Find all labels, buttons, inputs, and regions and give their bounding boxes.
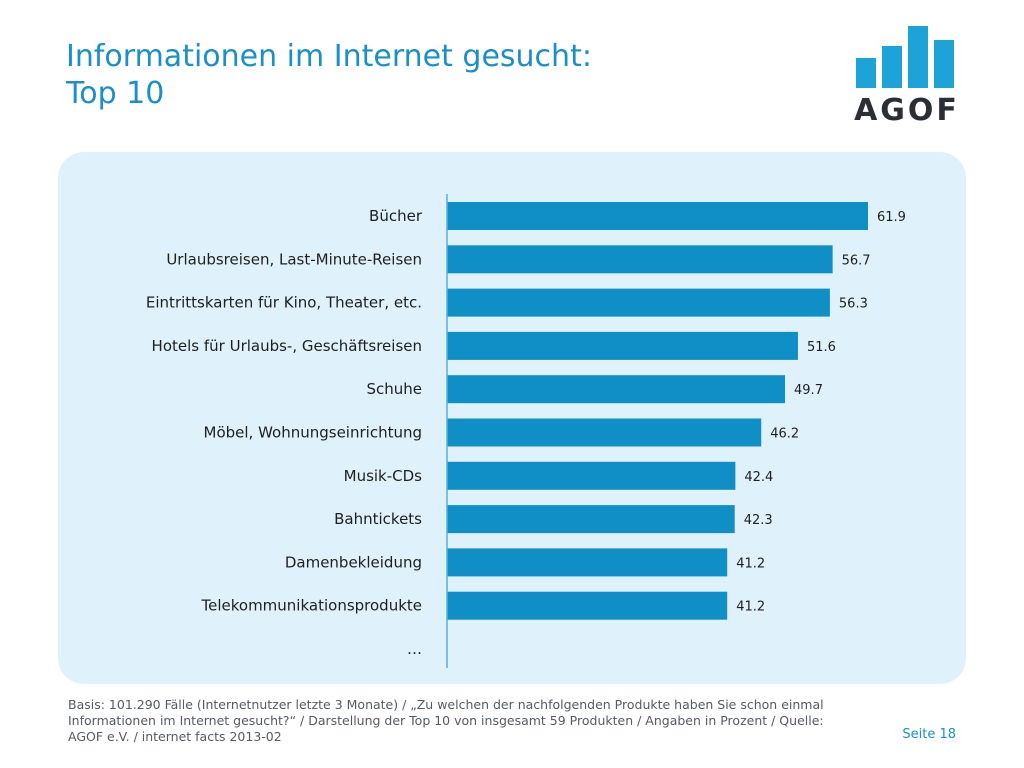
category-label: Bücher — [369, 207, 423, 225]
page-number: Seite 18 — [902, 727, 956, 742]
agof-logo-bars — [856, 26, 954, 88]
value-label: 42.4 — [744, 470, 773, 485]
category-label: Eintrittskarten für Kino, Theater, etc. — [146, 294, 422, 312]
bar — [447, 548, 728, 577]
value-label: 46.2 — [770, 427, 799, 442]
page-title: Informationen im Internet gesucht: Top 1… — [66, 39, 592, 111]
value-label: 42.3 — [744, 513, 773, 528]
category-label: Telekommunikationsprodukte — [201, 597, 423, 615]
bar — [447, 245, 833, 274]
bar — [447, 505, 735, 534]
category-label: … — [407, 640, 422, 658]
bar-chart: Bücher Urlaubsreisen, Last-Minute-Reisen E… — [146, 194, 906, 668]
bar — [447, 418, 762, 447]
agof-logo: AGOF — [852, 22, 962, 127]
value-label: 49.7 — [794, 383, 823, 398]
agof-logo-text: AGOF — [854, 93, 960, 128]
category-labels: Bücher Urlaubsreisen, Last-Minute-Reisen E… — [146, 207, 423, 658]
footnote: Basis: 101.290 Fälle (Internetnutzer let… — [68, 697, 824, 744]
category-label: Schuhe — [366, 380, 422, 398]
value-label: 61.9 — [877, 210, 906, 225]
bar — [447, 375, 786, 404]
category-label: Musik-CDs — [344, 467, 423, 485]
value-label: 56.7 — [842, 253, 871, 268]
value-label: 41.2 — [736, 600, 765, 615]
bar — [447, 331, 798, 360]
category-label: Bahntickets — [334, 510, 422, 528]
value-label: 41.2 — [736, 556, 765, 571]
value-label: 51.6 — [807, 340, 836, 355]
category-label: Möbel, Wohnungseinrichtung — [204, 424, 422, 442]
bar — [447, 202, 868, 230]
category-label: Damenbekleidung — [285, 553, 422, 571]
bars — [447, 202, 868, 620]
value-labels: 61.9 56.7 56.3 51.6 49.7 46.2 42.4 42.3 41.2 41.2 — [736, 210, 906, 615]
bar — [447, 591, 728, 620]
bar — [447, 288, 830, 317]
category-label: Urlaubsreisen, Last-Minute-Reisen — [166, 250, 422, 268]
category-label: Hotels für Urlaubs-, Geschäftsreisen — [152, 337, 422, 355]
bar — [447, 461, 736, 490]
value-label: 56.3 — [839, 297, 868, 312]
